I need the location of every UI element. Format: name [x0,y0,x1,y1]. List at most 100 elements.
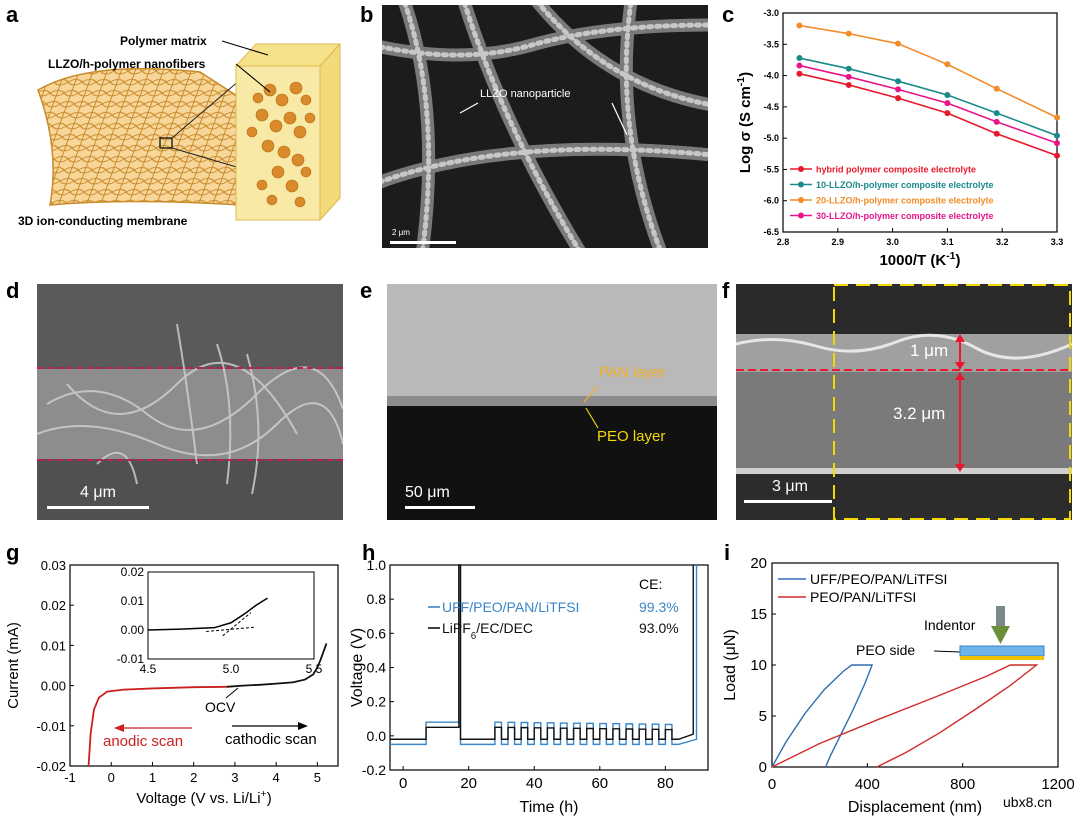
schematic-peo-layer [959,645,1045,657]
panel-letter-h: h [362,540,376,565]
legend-label-0: UFF/PEO/PAN/LiTFSI [810,571,947,587]
data-point [895,40,902,47]
arrowhead-anodic [114,724,124,732]
inset-x-tick-label: 5.0 [223,662,240,676]
annotation-llzo: LLZO nanoparticle [480,88,571,100]
x-tick-label: 0 [768,776,776,793]
panel-letter-a: a [6,2,19,27]
sem-bilayer-e [387,284,717,509]
data-point [895,86,902,93]
x-tick-label: 3.3 [1051,237,1064,247]
ocv-pointer [225,687,239,699]
series-line-3 [799,64,1058,144]
x-tick-label: 1200 [1041,776,1074,793]
y-tick-label: 0.4 [367,660,387,676]
scalebar-f [744,500,832,503]
schematic-indentor-shaft [996,606,1005,626]
inset-y-tick-label: 0.01 [121,594,145,608]
sem-cross-section-d [37,284,343,520]
panel-letter-c: c [722,2,735,27]
y-tick-label: 0.0 [367,728,387,744]
data-point [895,95,902,102]
y-tick-label: 1.0 [367,557,387,573]
y-tick-label: 0.6 [367,625,387,641]
thickness-bottom-label: 3.2 μm [893,404,946,423]
y-tick-label: -5.5 [763,164,779,174]
x-tick-label: 80 [657,775,674,792]
data-point [944,61,951,68]
chart-g: -1 0 1 2 3 4 5 -0.02 -0.01 0.00 0.01 0.02 0.03 Voltag… [5,558,339,807]
scalebar-f-label: 3 μm [772,478,808,495]
y-tick-label: 0 [759,759,767,776]
ce-value-0: 99.3% [639,599,679,615]
watermark: ubx8.cn [1003,794,1053,810]
y-tick-label: 20 [750,555,767,572]
chart-c: 2.8 2.9 3.0 3.1 3.2 3.3 -3.0 -3.5 -4.0 -4.5 -5.0 -5… [735,8,1064,269]
x-tick-label: 0 [108,770,115,785]
data-point [796,70,803,77]
chart-h: 0 20 40 60 80 -0.2 0.0 0.2 0.4 0.6 0.8 1.0 Time (h) V… [350,557,709,816]
data-point [796,55,803,62]
zoom-line-top [171,79,241,139]
scalebar-b-label: 2 μm [392,228,410,237]
inset-tangent-2 [222,612,252,637]
x-tick-label: 3.1 [941,237,954,247]
data-point [944,91,951,98]
x-tick-label: 40 [526,775,543,792]
data-point [895,78,902,85]
x-tick-label: 20 [460,775,477,792]
sem-image-e [387,284,717,520]
panel-letter-d: d [6,278,20,303]
ce-value-1: 93.0% [639,620,679,636]
y-tick-label: -0.2 [362,762,386,778]
y-tick-label: -3.5 [763,39,779,49]
label-peo-layer: PEO layer [597,428,666,445]
x-axis-label: 1000/T (K-1) [879,250,960,269]
y-tick-label: 10 [750,657,767,674]
legend-label-1: PEO/PAN/LiTFSI [810,589,916,605]
y-tick-label: 0.02 [41,598,66,613]
y-tick-label: -6.0 [763,196,779,206]
highlight-frame [833,284,1071,520]
legend-marker-2 [798,197,804,203]
series-line-1 [390,564,694,740]
data-point [1054,140,1060,147]
scalebar-e [405,506,475,509]
label-membrane: 3D ion-conducting membrane [18,214,188,228]
y-tick-label: 0.00 [41,679,66,694]
schematic-substrate [960,656,1044,660]
x-tick-label: 3.2 [996,237,1009,247]
data-point [1054,132,1060,139]
data-point [993,130,1000,137]
legend-label-0: hybrid polymer composite electrolyte [816,165,976,175]
inset-tangent-1 [206,626,256,632]
y-tick-label: 0.8 [367,591,387,607]
sem-image-f [736,284,1072,520]
panel-letter-g: g [6,540,20,565]
legend-label-1: LiPF6/EC/DEC [442,620,533,642]
x-tick-label: 2 [190,770,197,785]
label-pan-layer: PAN layer [599,364,666,381]
peo-side-pointer [933,650,961,653]
y-tick-label: -0.01 [36,719,66,734]
annotation-anodic: anodic scan [103,733,183,750]
polymer-matrix-cube [234,42,342,222]
series-curve-0 [771,664,874,768]
legend-label-1: 10-LLZO/h-polymer composite electrolyte [816,180,994,190]
zoom-line-bottom [171,147,241,169]
x-tick-label: 800 [950,776,975,793]
membrane-schematic [37,40,342,222]
series-line-2 [799,24,1058,119]
scalebar-b [390,241,456,244]
thickness-top-label: 1 μm [910,341,949,360]
annotation-cathodic: cathodic scan [225,731,317,748]
sem-nanofibers [382,5,708,248]
x-tick-label: 1 [149,770,156,785]
arrowhead-cathodic [298,722,308,730]
inset-x-tick-label: 5.5 [306,662,323,676]
x-axis-label: Displacement (nm) [848,799,982,816]
zoom-box [159,137,173,149]
y-axis-label: Load (μN) [722,629,739,700]
x-axis-label: Time (h) [520,799,579,816]
x-tick-label: 3 [231,770,238,785]
